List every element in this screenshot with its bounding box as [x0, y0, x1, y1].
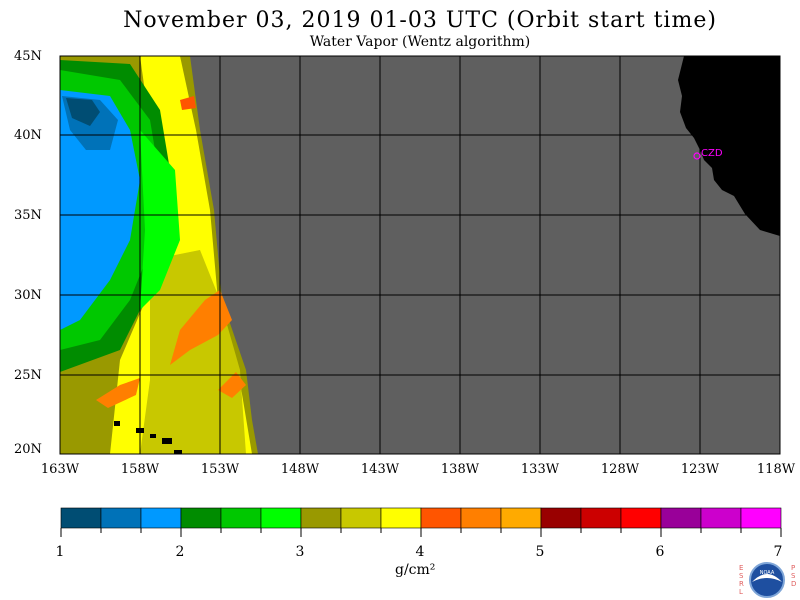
- colorbar-swatch: [460, 507, 502, 529]
- lat-label-35n: 35N: [14, 208, 42, 223]
- colorbar-swatch: [580, 507, 622, 529]
- lat-label-30n: 30N: [14, 288, 42, 303]
- noaa-bird: [752, 574, 782, 582]
- lon-label-138w: 138W: [440, 462, 480, 477]
- lon-label-123w: 123W: [680, 462, 720, 477]
- swath-blue-dark: [66, 98, 100, 126]
- colorbar: [60, 507, 782, 537]
- lon-label-143w: 143W: [360, 462, 400, 477]
- swath-blue: [60, 90, 140, 330]
- lon-label-158w: 158W: [120, 462, 160, 477]
- plot-border: [59, 55, 781, 455]
- colorbar-label-6: 6: [655, 544, 665, 560]
- lon-label-163w: 163W: [40, 462, 80, 477]
- svg-text:PSD: PSD: [791, 564, 796, 588]
- colorbar-swatch: [540, 507, 582, 529]
- swath-orange-2: [96, 378, 140, 408]
- lon-label-148w: 148W: [280, 462, 320, 477]
- lon-label-133w: 133W: [520, 462, 560, 477]
- lon-label-153w: 153W: [200, 462, 240, 477]
- colorbar-swatch: [700, 507, 742, 529]
- colorbar-swatch: [340, 507, 382, 529]
- colorbar-label-2: 2: [175, 544, 185, 560]
- colorbar-label-4: 4: [415, 544, 425, 560]
- colorbar-swatch: [380, 507, 422, 529]
- water-vapor-map: CZD: [59, 55, 781, 455]
- colorbar-swatch: [220, 507, 262, 529]
- station-marker: [693, 152, 701, 160]
- swath-orange-1: [170, 290, 232, 365]
- noaa-circle: [749, 562, 785, 598]
- colorbar-swatch: [140, 507, 182, 529]
- lon-label-128w: 128W: [600, 462, 640, 477]
- chart-subtitle: Water Vapor (Wentz algorithm): [309, 34, 531, 50]
- colorbar-swatch: [740, 507, 782, 529]
- colorbar-swatch: [500, 507, 542, 529]
- station-label: CZD: [701, 148, 723, 159]
- colorbar-label-1: 1: [55, 544, 65, 560]
- colorbar-swatch: [660, 507, 702, 529]
- colorbar-units: g/cm²: [395, 562, 436, 578]
- lat-label-25n: 25N: [14, 368, 42, 383]
- colorbar-swatch: [100, 507, 142, 529]
- colorbar-label-3: 3: [295, 544, 305, 560]
- colorbar-swatch: [420, 507, 462, 529]
- lat-label-20n: 20N: [14, 442, 42, 457]
- colorbar-label-5: 5: [535, 544, 545, 560]
- colorbar-swatch: [60, 507, 102, 529]
- chart-title: November 03, 2019 01-03 UTC (Orbit start…: [123, 8, 717, 33]
- colorbar-swatch: [300, 507, 342, 529]
- colorbar-label-7: 7: [773, 544, 783, 560]
- noaa-text: NOAA: [760, 570, 775, 576]
- colorbar-swatch: [620, 507, 662, 529]
- swath-bright-green: [140, 130, 180, 310]
- lat-label-40n: 40N: [14, 128, 42, 143]
- colorbar-swatch: [260, 507, 302, 529]
- grid-lines: [60, 56, 780, 454]
- lat-label-45n: 45N: [14, 49, 42, 64]
- colorbar-swatch: [180, 507, 222, 529]
- lon-label-118w: 118W: [756, 462, 796, 477]
- land-mass: [678, 56, 780, 236]
- swath-orange-3: [218, 372, 246, 398]
- swath-orange-4: [180, 96, 196, 110]
